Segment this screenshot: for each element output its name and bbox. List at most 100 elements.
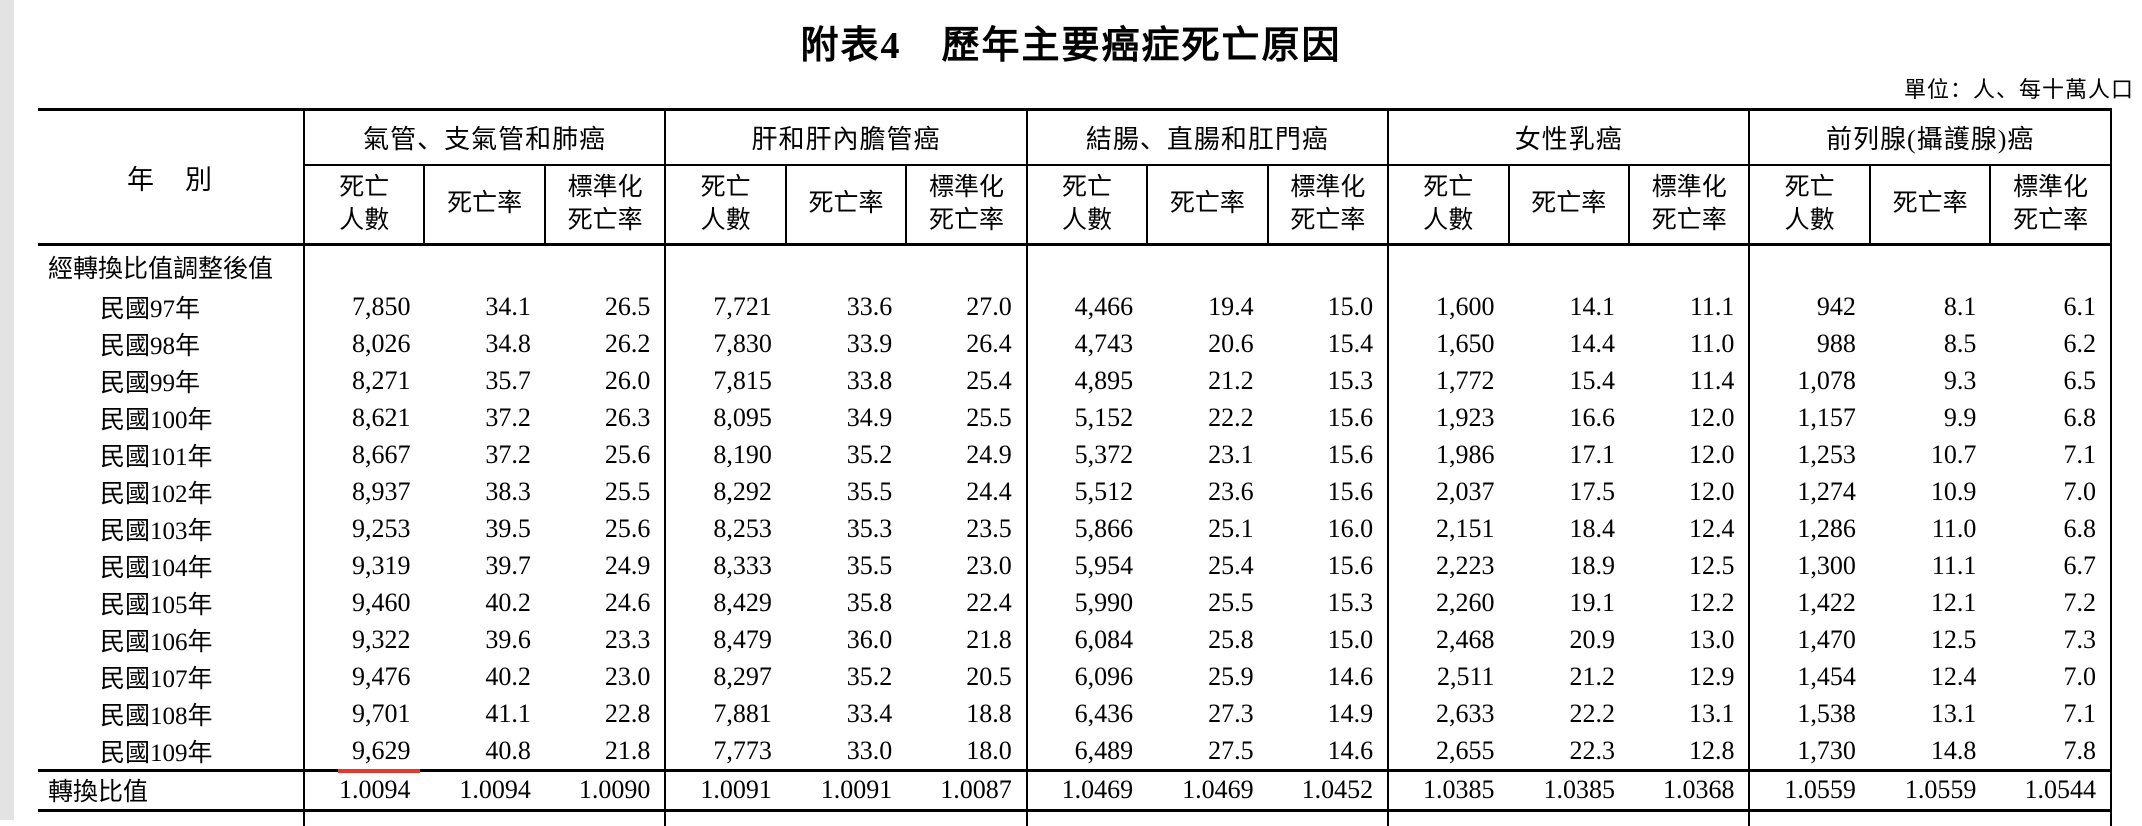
data-cell: 11.1 (1629, 289, 1749, 326)
data-cell: 23.6 (1147, 474, 1267, 511)
column-header: 死亡 人數 (304, 165, 424, 245)
data-cell: 942 (1749, 289, 1869, 326)
data-cell: 12.2 (1629, 585, 1749, 622)
ratio-cell: 1.0385 (1509, 770, 1629, 810)
data-cell: 6.1 (1990, 289, 2111, 326)
column-header: 死亡率 (424, 165, 544, 245)
stub-cell (665, 810, 785, 826)
ratio-cell: 1.0087 (906, 770, 1026, 810)
data-cell: 35.7 (424, 363, 544, 400)
data-cell: 25.9 (1147, 659, 1267, 696)
group-header-4: 女性乳癌 (1388, 110, 1749, 165)
data-cell: 7.0 (1990, 474, 2111, 511)
column-header: 標準化 死亡率 (1268, 165, 1388, 245)
data-cell: 18.9 (1509, 548, 1629, 585)
column-header: 死亡 人數 (1388, 165, 1508, 245)
data-cell: 15.0 (1268, 289, 1388, 326)
unit-note: 單位：人、每十萬人口 (1904, 72, 2134, 104)
data-cell: 9,319 (304, 548, 424, 585)
data-cell: 15.3 (1268, 363, 1388, 400)
data-cell: 38.3 (424, 474, 544, 511)
stub-cell (906, 810, 1026, 826)
data-cell: 22.4 (906, 585, 1026, 622)
data-cell: 2,037 (1388, 474, 1508, 511)
data-cell: 18.8 (906, 696, 1026, 733)
stub-cell (304, 810, 424, 826)
data-cell: 24.9 (906, 437, 1026, 474)
data-cell: 1,300 (1749, 548, 1869, 585)
data-cell: 8,297 (665, 659, 785, 696)
data-cell: 25.4 (1147, 548, 1267, 585)
data-cell: 1,772 (1388, 363, 1508, 400)
data-cell: 1,078 (1749, 363, 1869, 400)
data-cell: 2,151 (1388, 511, 1508, 548)
ratio-cell: 1.0091 (665, 770, 785, 810)
data-cell: 25.8 (1147, 622, 1267, 659)
data-cell: 11.0 (1870, 511, 1990, 548)
data-cell: 1,454 (1749, 659, 1869, 696)
data-cell: 12.0 (1629, 437, 1749, 474)
data-cell: 27.3 (1147, 696, 1267, 733)
empty-cell (906, 245, 1026, 289)
data-cell: 33.0 (786, 733, 906, 771)
data-cell: 15.4 (1268, 326, 1388, 363)
data-cell: 8,667 (304, 437, 424, 474)
column-header: 標準化 死亡率 (1629, 165, 1749, 245)
stub-cell (1990, 810, 2111, 826)
data-cell: 7,881 (665, 696, 785, 733)
data-cell: 33.6 (786, 289, 906, 326)
data-cell: 39.5 (424, 511, 544, 548)
data-cell: 7,850 (304, 289, 424, 326)
data-cell: 14.9 (1268, 696, 1388, 733)
data-cell: 35.3 (786, 511, 906, 548)
stub-cell (1749, 810, 1869, 826)
data-cell: 41.1 (424, 696, 544, 733)
data-cell: 12.4 (1870, 659, 1990, 696)
data-cell: 2,511 (1388, 659, 1508, 696)
year-column-header: 年 別 (38, 110, 304, 245)
column-header: 死亡率 (786, 165, 906, 245)
column-header: 死亡 人數 (1749, 165, 1869, 245)
data-cell: 4,743 (1027, 326, 1147, 363)
data-cell: 10.7 (1870, 437, 1990, 474)
data-cell: 8,479 (665, 622, 785, 659)
data-cell: 7,815 (665, 363, 785, 400)
data-cell: 8,292 (665, 474, 785, 511)
data-cell: 2,260 (1388, 585, 1508, 622)
red-underline-annotation: 9,629 (338, 734, 421, 773)
ratio-cell: 1.0452 (1268, 770, 1388, 810)
ratio-cell: 1.0544 (1990, 770, 2111, 810)
data-cell: 25.5 (1147, 585, 1267, 622)
ratio-cell: 1.0094 (424, 770, 544, 810)
data-cell: 35.5 (786, 474, 906, 511)
data-cell: 26.4 (906, 326, 1026, 363)
data-cell: 24.4 (906, 474, 1026, 511)
data-cell: 20.6 (1147, 326, 1267, 363)
data-cell: 10.9 (1870, 474, 1990, 511)
data-cell: 6,489 (1027, 733, 1147, 771)
data-cell: 1,274 (1749, 474, 1869, 511)
empty-cell (1268, 245, 1388, 289)
empty-cell (786, 245, 906, 289)
data-cell: 21.8 (906, 622, 1026, 659)
group-header-5: 前列腺(攝護腺)癌 (1749, 110, 2111, 165)
row-label-year: 民國108年 (38, 696, 304, 733)
data-cell: 9.9 (1870, 400, 1990, 437)
column-header: 死亡 人數 (1027, 165, 1147, 245)
data-cell: 6.2 (1990, 326, 2111, 363)
data-cell: 13.1 (1870, 696, 1990, 733)
data-cell: 14.8 (1870, 733, 1990, 771)
data-cell: 26.5 (545, 289, 665, 326)
empty-cell (1388, 245, 1508, 289)
data-cell: 27.5 (1147, 733, 1267, 771)
data-cell: 9,253 (304, 511, 424, 548)
empty-cell (304, 245, 424, 289)
cancer-mortality-table: 年 別氣管、支氣管和肺癌肝和肝內膽管癌結腸、直腸和肛門癌女性乳癌前列腺(攝護腺)… (38, 108, 2112, 826)
data-cell: 23.1 (1147, 437, 1267, 474)
data-cell: 9,701 (304, 696, 424, 733)
data-cell: 9,629 (304, 733, 424, 771)
